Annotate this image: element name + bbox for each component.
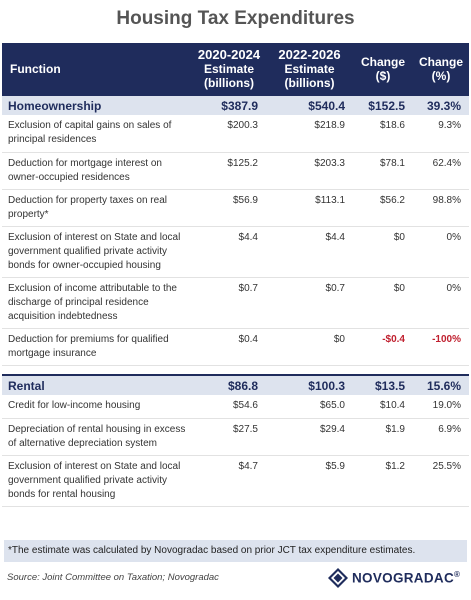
novogradac-logo: NOVOGRADAC® [328,563,468,593]
row-change-pct: 0% [413,277,469,329]
row-change-pct: 62.4% [413,152,469,190]
header-change-percent: Change (%) [413,43,469,95]
row-change: -$0.4 [353,328,413,366]
row-2022-2026: $4.4 [266,226,353,278]
row-function: Deduction for mortgage interest on owner… [2,152,192,190]
logo-text: NOVOGRADAC® [352,570,461,586]
group-total-2022-2026: $540.4 [266,94,353,115]
group-name: Homeownership [2,94,192,115]
source-note: Source: Joint Committee on Taxation; Nov… [7,572,219,583]
row-change-pct: 25.5% [413,455,469,507]
row-2020-2024: $54.6 [192,395,266,419]
row-function: Exclusion of capital gains on sales of p… [2,115,192,153]
row-change: $1.2 [353,455,413,507]
row-change-pct: 19.0% [413,395,469,419]
group-total-change-pct: 15.6% [413,374,469,395]
row-change: $78.1 [353,152,413,190]
header-change-dollars: Change ($) [353,43,413,95]
row-change: $1.9 [353,418,413,456]
row-2022-2026: $0.7 [266,277,353,329]
row-change-pct: 0% [413,226,469,278]
table-row: Deduction for premiums for qualified mor… [2,328,469,366]
row-2022-2026: $203.3 [266,152,353,190]
header-function: Function [2,43,192,95]
group-total-2022-2026: $100.3 [266,374,353,395]
row-change-pct: -100% [413,328,469,366]
footnote: *The estimate was calculated by Novograd… [4,540,467,562]
row-2020-2024: $125.2 [192,152,266,190]
group-row-homeownership: Homeownership $387.9 $540.4 $152.5 39.3% [2,94,469,115]
row-function: Exclusion of interest on State and local… [2,226,192,278]
header-2022-2026: 2022-2026 Estimate (billions) [266,43,353,95]
header-2020-2024: 2020-2024 Estimate (billions) [192,43,266,95]
row-change: $0 [353,277,413,329]
row-function: Depreciation of rental housing in excess… [2,418,192,456]
row-function: Exclusion of income attributable to the … [2,277,192,329]
row-change-pct: 98.8% [413,189,469,227]
row-function: Credit for low-income housing [2,395,192,419]
row-2022-2026: $0 [266,328,353,366]
spacer-cell [2,365,469,375]
chart-title: Housing Tax Expenditures [116,8,355,29]
row-2022-2026: $29.4 [266,418,353,456]
table-row: Depreciation of rental housing in excess… [2,418,469,456]
group-total-change-pct: 39.3% [413,94,469,115]
row-2020-2024: $27.5 [192,418,266,456]
group-total-change: $152.5 [353,94,413,115]
group-row-rental: Rental $86.8 $100.3 $13.5 15.6% [2,374,469,395]
row-change-pct: 9.3% [413,115,469,153]
group-total-2020-2024: $86.8 [192,374,266,395]
row-change: $56.2 [353,189,413,227]
row-2020-2024: $0.7 [192,277,266,329]
row-function: Deduction for premiums for qualified mor… [2,328,192,366]
table-body: Homeownership $387.9 $540.4 $152.5 39.3% Excl… [2,94,469,507]
row-2022-2026: $218.9 [266,115,353,153]
table-row: Deduction for mortgage interest on owner… [2,152,469,190]
row-2020-2024: $4.4 [192,226,266,278]
row-change: $10.4 [353,395,413,419]
row-2022-2026: $65.0 [266,395,353,419]
row-function: Deduction for property taxes on real pro… [2,189,192,227]
row-2020-2024: $4.7 [192,455,266,507]
table-row: Exclusion of income attributable to the … [2,277,469,329]
group-spacer [2,365,469,375]
row-change: $0 [353,226,413,278]
table-row: Exclusion of interest on State and local… [2,455,469,507]
row-function: Exclusion of interest on State and local… [2,455,192,507]
group-total-2020-2024: $387.9 [192,94,266,115]
group-name: Rental [2,374,192,395]
table-row: Exclusion of interest on State and local… [2,226,469,278]
table-row: Deduction for property taxes on real pro… [2,189,469,227]
diamond-logo-icon [328,568,348,588]
row-2022-2026: $113.1 [266,189,353,227]
table-header-row: Function 2020-2024 Estimate (billions) 2… [2,43,469,95]
row-2022-2026: $5.9 [266,455,353,507]
table-row: Exclusion of capital gains on sales of p… [2,115,469,153]
tax-expenditures-table: Function 2020-2024 Estimate (billions) 2… [2,43,469,507]
table-row: Credit for low-income housing $54.6 $65.0 $… [2,395,469,419]
row-2020-2024: $200.3 [192,115,266,153]
row-change: $18.6 [353,115,413,153]
row-2020-2024: $0.4 [192,328,266,366]
row-2020-2024: $56.9 [192,189,266,227]
group-total-change: $13.5 [353,374,413,395]
row-change-pct: 6.9% [413,418,469,456]
